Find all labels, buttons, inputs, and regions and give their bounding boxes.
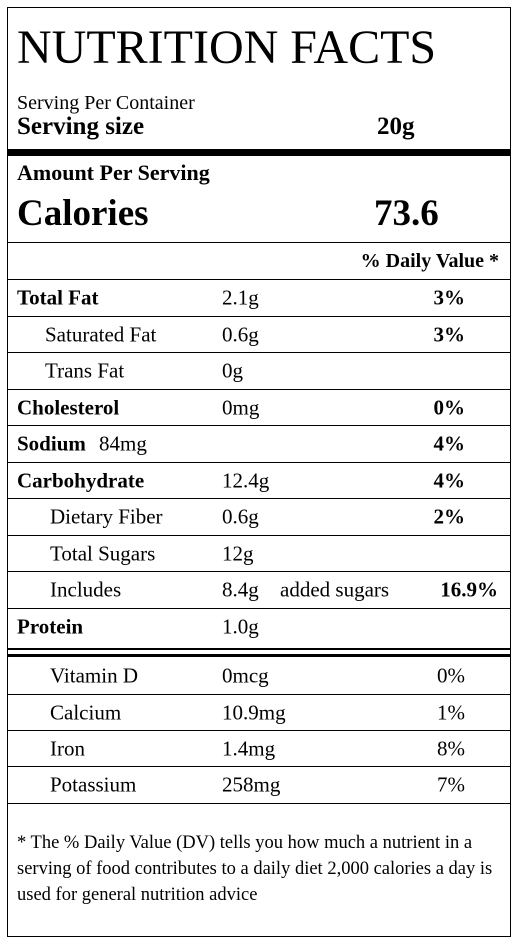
- amount-per-serving: Amount Per Serving: [17, 160, 210, 185]
- nutrient-label: Calcium: [50, 700, 122, 725]
- daily-value: 0%: [437, 663, 465, 688]
- nutrient-amount: 258mg: [222, 772, 281, 797]
- nutrient-label: Includes: [50, 577, 122, 602]
- nutrient-amount: 2.1g: [222, 285, 259, 310]
- thick-rule: [8, 149, 510, 156]
- nutrient-row: Total Fat 2.1g 3%: [8, 279, 510, 317]
- daily-value: 1%: [437, 700, 465, 725]
- rule: [8, 803, 510, 804]
- nutrient-row: Potassium 258mg 7%: [8, 766, 510, 803]
- nutrient-label: Cholesterol: [17, 395, 120, 420]
- daily-value-header: % Daily Value *: [360, 250, 499, 272]
- nutrient-label: Total Fat: [17, 285, 99, 310]
- nutrient-label: Dietary Fiber: [50, 504, 163, 529]
- nutrient-label: Saturated Fat: [45, 322, 157, 347]
- calories-value: 73.6: [374, 193, 439, 234]
- nutrient-row: Calcium 10.9mg 1%: [8, 694, 510, 731]
- nutrient-amount: 0g: [222, 358, 243, 383]
- nutrient-note: added sugars: [280, 577, 390, 602]
- double-rule-top: [8, 648, 510, 650]
- nutrition-label: NUTRITION FACTS Serving Per Container Se…: [7, 7, 511, 937]
- serving-size-value: 20g: [377, 113, 415, 140]
- nutrient-amount: 84mg: [99, 431, 147, 456]
- nutrient-amount: 12.4g: [222, 468, 270, 493]
- serving-size-label: Serving size: [17, 113, 145, 140]
- footnote: * The % Daily Value (DV) tells you how m…: [17, 833, 493, 905]
- nutrient-amount: 1.4mg: [222, 736, 276, 761]
- double-rule-bottom: [8, 654, 510, 657]
- nutrient-label: Sodium: [17, 431, 86, 456]
- nutrient-label: Total Sugars: [50, 541, 156, 566]
- nutrient-amount: 0.6g: [222, 504, 259, 529]
- servings: Serving Per Container: [17, 92, 195, 114]
- nutrient-row: Protein 1.0g: [8, 607, 510, 646]
- daily-value: 3%: [433, 322, 466, 347]
- nutrient-label: Vitamin D: [50, 663, 138, 688]
- title: NUTRITION FACTS: [17, 21, 437, 74]
- rule: [8, 242, 510, 243]
- nutrient-row: Includes 8.4g added sugars 16.9%: [8, 571, 510, 609]
- nutrient-row: Iron 1.4mg 8%: [8, 730, 510, 767]
- nutrient-row: Dietary Fiber 0.6g 2%: [8, 498, 510, 536]
- daily-value: 2%: [433, 504, 466, 529]
- nutrient-label: Potassium: [50, 772, 137, 797]
- nutrient-amount: 0mg: [222, 395, 260, 420]
- daily-value: 3%: [433, 285, 466, 310]
- daily-value: 16.9%: [440, 577, 498, 602]
- nutrient-row: Saturated Fat 0.6g 3%: [8, 315, 510, 354]
- nutrient-amount: 8.4g: [222, 577, 259, 602]
- nutrient-label: Iron: [50, 736, 85, 761]
- nutrient-label: Protein: [17, 614, 84, 639]
- daily-value: 8%: [437, 736, 465, 761]
- nutrient-amount: 1.0g: [222, 614, 259, 639]
- nutrient-label: Trans Fat: [45, 358, 125, 383]
- nutrient-row: Vitamin D 0mcg 0%: [8, 658, 510, 694]
- daily-value: 0%: [433, 395, 466, 420]
- nutrient-amount: 12g: [222, 541, 254, 566]
- nutrient-row: Trans Fat 0g: [8, 352, 510, 390]
- nutrient-amount: 0.6g: [222, 322, 259, 347]
- nutrient-row: Cholesterol 0mg 0%: [8, 388, 510, 427]
- nutrient-row: Sodium 84mg 4%: [8, 425, 510, 463]
- daily-value: 7%: [437, 772, 465, 797]
- nutrient-row: Total Sugars 12g: [8, 534, 510, 573]
- daily-value: 4%: [433, 468, 466, 493]
- daily-value: 4%: [433, 431, 466, 456]
- nutrient-row: Carbohydrate 12.4g 4%: [8, 461, 510, 500]
- calories-label: Calories: [17, 193, 149, 234]
- nutrient-label: Carbohydrate: [17, 468, 145, 493]
- nutrient-amount: 10.9mg: [222, 700, 286, 725]
- nutrient-amount: 0mcg: [222, 663, 269, 688]
